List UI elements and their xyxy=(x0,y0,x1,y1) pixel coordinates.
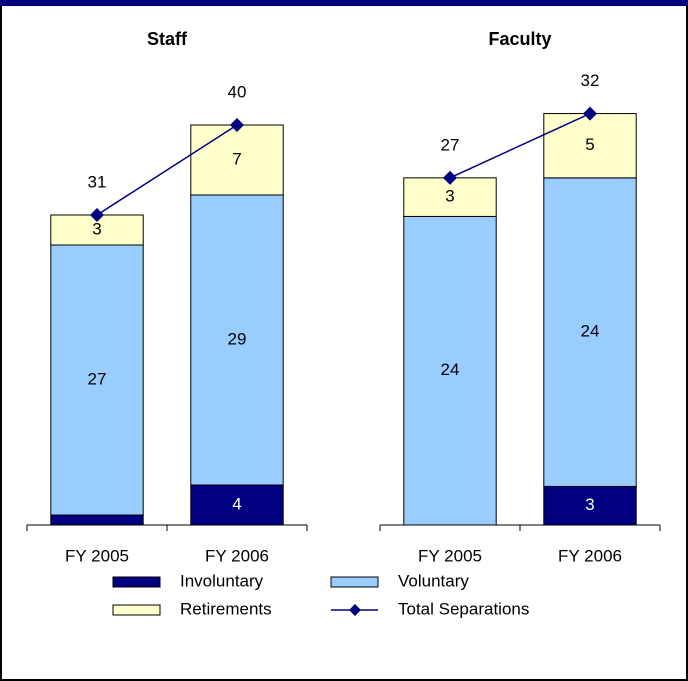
total-marker xyxy=(583,106,597,121)
x-tick-label: FY 2005 xyxy=(65,546,129,565)
bar-segment xyxy=(543,485,637,526)
data-label: 40 xyxy=(228,82,247,101)
bar-segment xyxy=(543,113,637,179)
total-line xyxy=(96,124,238,216)
data-label: 3 xyxy=(585,495,594,514)
total-marker xyxy=(230,118,244,132)
total-marker xyxy=(443,170,457,185)
total-line xyxy=(449,112,591,179)
data-label: 24 xyxy=(581,322,600,341)
legend-label: Involuntary xyxy=(180,571,264,590)
legend-label: Total Separations xyxy=(398,599,529,618)
bar-segment xyxy=(543,177,637,487)
data-label: 32 xyxy=(581,71,600,90)
header-bar xyxy=(0,0,688,6)
legend-label: Retirements xyxy=(180,599,272,618)
panel-title: Faculty xyxy=(488,29,551,49)
legend-swatch xyxy=(112,604,161,616)
bar-segment xyxy=(50,244,144,516)
legend-swatch xyxy=(330,576,379,588)
data-label: 5 xyxy=(585,135,594,154)
total-marker xyxy=(90,208,104,222)
data-label: 4 xyxy=(232,494,241,513)
data-label: 24 xyxy=(441,360,460,379)
data-label: 3 xyxy=(92,219,101,238)
panel-title: Staff xyxy=(147,29,188,49)
legend-label: Voluntary xyxy=(398,571,469,590)
data-label: 29 xyxy=(228,329,247,348)
data-label: 7 xyxy=(232,149,241,168)
data-label: 31 xyxy=(88,172,107,191)
x-tick-label: FY 2005 xyxy=(418,546,482,565)
legend-marker xyxy=(349,604,361,616)
x-tick-label: FY 2006 xyxy=(205,546,269,565)
data-label: 3 xyxy=(445,187,454,206)
legend-swatch xyxy=(112,576,161,588)
x-tick-label: FY 2006 xyxy=(558,546,622,565)
data-label: 27 xyxy=(441,135,460,154)
bar-segment xyxy=(403,215,497,526)
data-label: 27 xyxy=(88,369,107,388)
bar-segment xyxy=(190,124,284,196)
